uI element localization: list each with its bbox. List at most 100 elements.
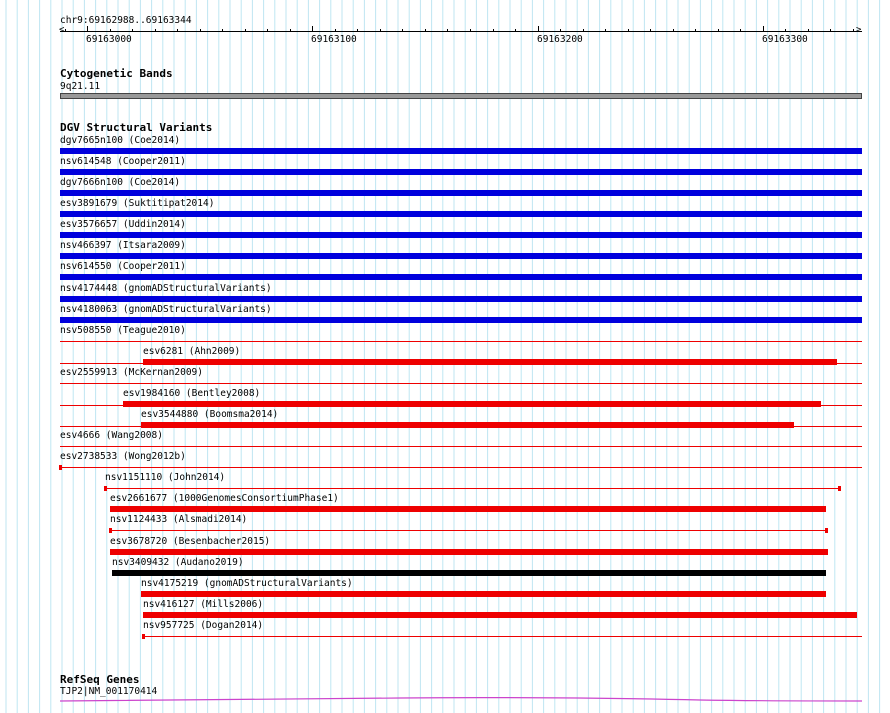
sv-feature-label[interactable]: nsv416127 (Mills2006) [143, 598, 264, 610]
sv-feature-bar[interactable] [60, 274, 862, 281]
sv-feature-label[interactable]: nsv1151110 (John2014) [105, 472, 226, 484]
sv-endpoint-marker [59, 465, 62, 471]
sv-feature-label[interactable]: esv3576657 (Uddin2014) [60, 219, 186, 231]
ruler-minor-tick [493, 29, 494, 32]
sv-feature-label[interactable]: esv4666 (Wang2008) [60, 430, 163, 442]
ruler-minor-tick [200, 29, 201, 32]
sv-feature-bar[interactable] [143, 611, 858, 618]
sv-feature-bar[interactable] [60, 316, 862, 323]
sv-feature-label[interactable]: nsv4175219 (gnomADStructuralVariants) [141, 577, 353, 589]
ruler-right-arrow-icon: > [856, 25, 862, 35]
sv-feature-label[interactable]: esv2661677 (1000GenomesConsortiumPhase1) [110, 493, 339, 505]
sv-feature-line[interactable] [105, 488, 840, 490]
cytoband-bar[interactable] [60, 93, 862, 99]
sv-feature-label[interactable]: esv2738533 (Wong2012b) [60, 451, 186, 463]
sv-feature-bar[interactable] [60, 253, 862, 260]
ruler-minor-tick [695, 29, 696, 32]
ruler-minor-tick [447, 29, 448, 32]
ruler-minor-tick [853, 29, 854, 32]
ruler-minor-tick [177, 29, 178, 32]
ruler-minor-tick [65, 29, 66, 32]
ruler-minor-tick [628, 29, 629, 32]
sv-feature-label[interactable]: esv6281 (Ahn2009) [143, 345, 241, 357]
ruler-minor-tick [470, 29, 471, 32]
ruler-minor-tick [245, 29, 246, 32]
sv-feature-bar[interactable] [109, 548, 829, 555]
ruler-minor-tick [222, 29, 223, 32]
ruler-minor-tick [673, 29, 674, 32]
sv-feature-label[interactable]: nsv3409432 (Audano2019) [112, 556, 244, 568]
ruler-left-arrow-icon: < [59, 25, 65, 35]
sv-endpoint-marker [838, 486, 842, 492]
gene-label: TJP2|NM_001170414 [60, 686, 158, 697]
sv-feature-label[interactable]: nsv1124433 (Alsmadi2014) [110, 514, 248, 526]
sv-feature-label[interactable]: esv1984160 (Bentley2008) [123, 387, 261, 399]
track-title-cytobands[interactable]: Cytogenetic Bands [60, 67, 173, 80]
sv-feature-line[interactable] [60, 340, 862, 342]
sv-feature-bar[interactable] [123, 400, 822, 407]
cytoband-label: 9q21.11 [60, 81, 101, 92]
ruler-tick-label: 69163200 [537, 34, 583, 45]
sv-feature-label[interactable]: nsv614550 (Cooper2011) [60, 261, 186, 273]
sv-feature-bar[interactable] [141, 590, 826, 597]
ruler-minor-tick [808, 29, 809, 32]
sv-feature-label[interactable]: dgv7665n100 (Coe2014) [60, 135, 181, 146]
ruler-minor-tick [380, 29, 381, 32]
ruler-minor-tick [132, 29, 133, 32]
sv-feature-bar[interactable] [60, 211, 862, 218]
sv-endpoint-marker [104, 486, 108, 492]
sv-feature-line[interactable] [143, 635, 862, 637]
ruler-tick-label: 69163000 [86, 34, 132, 45]
ruler-minor-tick [335, 29, 336, 32]
sv-feature-label[interactable]: nsv614548 (Cooper2011) [60, 156, 186, 168]
sv-feature-bar[interactable] [60, 295, 862, 302]
ruler-minor-tick [402, 29, 403, 32]
sv-feature-label[interactable]: dgv7666n100 (Coe2014) [60, 177, 181, 189]
sv-endpoint-marker [142, 633, 146, 639]
track-title-refseq[interactable]: RefSeq Genes [60, 673, 140, 686]
sv-feature-label[interactable]: nsv466397 (Itsara2009) [60, 240, 186, 252]
sv-feature-label[interactable]: nsv4174448 (gnomADStructuralVariants) [60, 282, 272, 294]
sv-feature-bar[interactable] [60, 148, 862, 154]
ruler-major-tick [538, 26, 539, 32]
sv-feature-line[interactable] [60, 446, 862, 448]
ruler-minor-tick [718, 29, 719, 32]
ruler-axis [60, 31, 862, 32]
ruler-minor-tick [267, 29, 268, 32]
ruler-major-tick [763, 26, 764, 32]
ruler-minor-tick [515, 29, 516, 32]
ruler-tick-label: 69163300 [762, 34, 808, 45]
sv-feature-bar[interactable] [141, 422, 795, 429]
location-label: chr9:69162988..69163344 [60, 15, 192, 26]
gene-model[interactable] [0, 690, 890, 710]
sv-feature-label[interactable]: esv2559913 (McKernan2009) [60, 366, 203, 378]
sv-feature-label[interactable]: nsv508550 (Teague2010) [60, 324, 186, 336]
sv-feature-bar[interactable] [143, 358, 838, 365]
sv-feature-label[interactable]: esv3678720 (Besenbacher2015) [110, 535, 271, 547]
sv-feature-bar[interactable] [60, 190, 862, 197]
sv-feature-line[interactable] [109, 530, 826, 532]
ruler[interactable]: < >69163000 69163100 69163200 69163300 [0, 25, 890, 48]
ruler-minor-tick [583, 29, 584, 32]
ruler-minor-tick [357, 29, 358, 32]
sv-feature-label[interactable]: esv3891679 (Suktitipat2014) [60, 198, 215, 210]
sv-endpoint-marker [108, 528, 112, 534]
sv-feature-bar[interactable] [109, 506, 826, 513]
ruler-minor-tick [425, 29, 426, 32]
ruler-minor-tick [650, 29, 651, 32]
sv-feature-line[interactable] [60, 382, 862, 384]
sv-endpoint-marker [824, 528, 828, 534]
sv-feature-label[interactable]: nsv957725 (Dogan2014) [143, 619, 264, 631]
sv-feature-bar[interactable] [60, 232, 862, 239]
sv-feature-bar[interactable] [60, 169, 862, 176]
ruler-minor-tick [290, 29, 291, 32]
ruler-minor-tick [560, 29, 561, 32]
sv-feature-line[interactable] [60, 467, 862, 469]
sv-feature-label[interactable]: nsv4180063 (gnomADStructuralVariants) [60, 303, 272, 315]
sv-feature-label[interactable]: esv3544880 (Boomsma2014) [141, 409, 279, 421]
ruler-minor-tick [155, 29, 156, 32]
sv-feature-bar[interactable] [111, 569, 826, 576]
track-title-dgv[interactable]: DGV Structural Variants [60, 121, 213, 134]
